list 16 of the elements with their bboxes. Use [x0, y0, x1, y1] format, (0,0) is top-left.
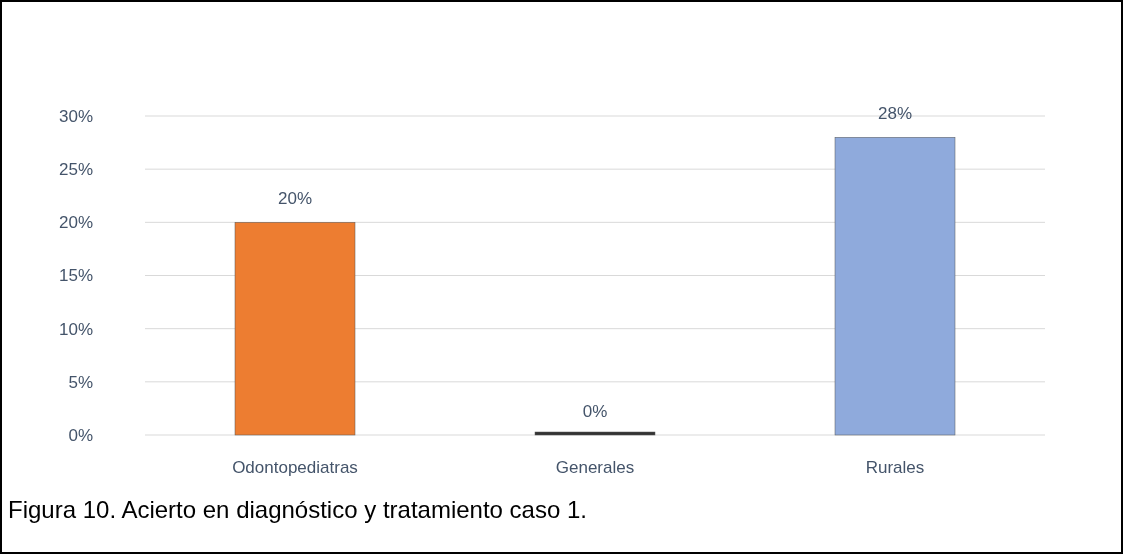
y-tick-label: 25%	[58, 160, 93, 180]
x-tick-label: Odontopediatras	[232, 458, 358, 477]
y-tick-label: 0%	[68, 425, 93, 445]
y-tick-label: 20%	[58, 213, 93, 233]
data-label: 28%	[877, 104, 913, 124]
y-tick-label: 10%	[58, 319, 93, 339]
x-tick-label: Generales	[555, 458, 635, 477]
y-tick-label: 15%	[58, 266, 93, 286]
y-tick-label: 5%	[68, 372, 93, 392]
y-tick-label: 30%	[58, 106, 93, 126]
data-label: 20%	[277, 189, 313, 209]
data-label: 0%	[582, 402, 608, 421]
bar	[834, 137, 956, 436]
text: Figura 10. Acierto en diagnóstico y tratamiento caso 1.	[8, 496, 587, 523]
bar	[234, 222, 356, 436]
x-tick-label: Rurales	[865, 458, 925, 477]
